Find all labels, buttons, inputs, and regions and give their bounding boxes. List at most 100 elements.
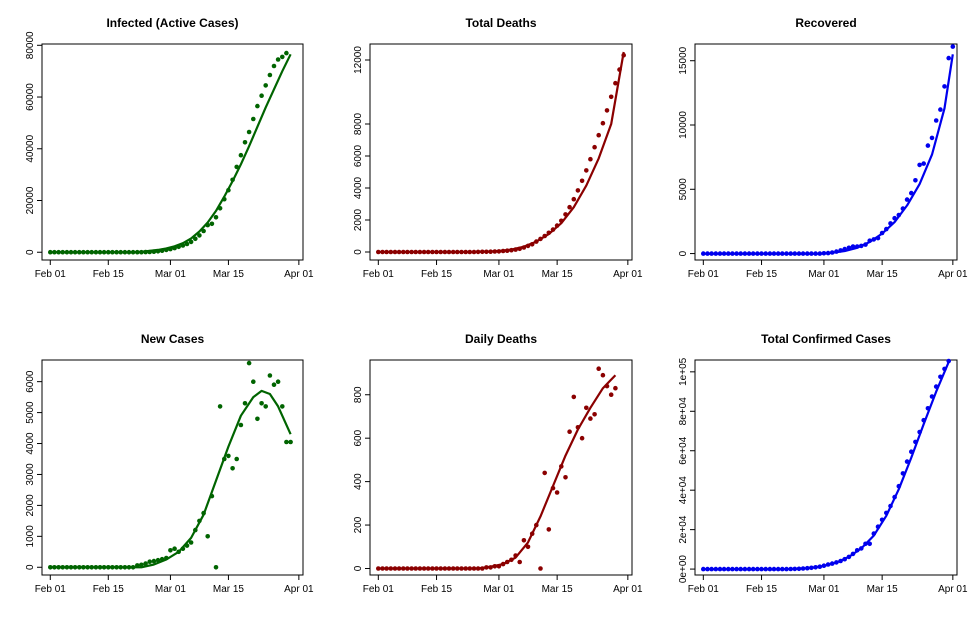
x-tick-label: Feb 15 <box>746 584 778 595</box>
y-tick-label: 5000 <box>25 401 36 424</box>
data-point <box>800 251 806 256</box>
data-point <box>205 534 210 539</box>
data-point <box>925 406 931 411</box>
y-tick-label: 4000 <box>353 176 364 199</box>
data-point <box>892 494 897 500</box>
data-point <box>238 422 244 428</box>
data-point <box>942 84 947 89</box>
data-point <box>209 221 215 227</box>
x-tick-label: Mar 01 <box>483 584 515 595</box>
data-point <box>500 561 506 567</box>
fitted-curve <box>378 374 617 570</box>
data-point <box>730 566 735 572</box>
data-point <box>796 251 802 256</box>
data-point <box>392 249 398 255</box>
data-point <box>879 230 885 236</box>
data-point <box>151 558 157 564</box>
data-point <box>255 103 260 109</box>
data-point <box>717 251 723 256</box>
data-point <box>280 404 285 409</box>
data-point <box>106 565 111 570</box>
data-point <box>434 249 439 255</box>
data-point <box>450 249 456 255</box>
data-point <box>734 251 739 256</box>
y-tick-label: 8e+04 <box>678 397 689 426</box>
data-point <box>467 566 473 571</box>
data-point <box>284 439 289 445</box>
data-point <box>771 251 777 256</box>
data-point <box>850 244 856 249</box>
data-point <box>180 546 186 551</box>
data-point <box>384 249 389 255</box>
data-point <box>48 565 53 570</box>
data-point <box>913 178 918 183</box>
data-point <box>446 249 452 255</box>
data-point <box>147 559 152 564</box>
data-point <box>409 566 414 571</box>
data-point <box>72 565 78 570</box>
data-point <box>114 565 119 570</box>
data-point <box>68 249 74 255</box>
data-point <box>251 116 256 122</box>
plot-frame <box>369 43 633 261</box>
data-point <box>608 94 614 100</box>
fitted-curve <box>50 389 292 569</box>
data-point <box>459 566 464 571</box>
data-point <box>52 565 57 570</box>
data-point <box>409 249 414 255</box>
data-point <box>97 249 103 255</box>
data-point <box>884 226 889 232</box>
x-tick-label: Mar 15 <box>213 584 245 595</box>
data-point <box>72 249 78 255</box>
y-tick-label: 80000 <box>25 31 36 59</box>
x-tick-label: Feb 01 <box>363 269 395 280</box>
data-point <box>913 439 918 445</box>
data-point <box>738 251 743 256</box>
y-tick-label: 60000 <box>25 83 36 111</box>
data-point <box>888 221 893 226</box>
data-point <box>77 565 82 570</box>
y-tick-label: 15000 <box>678 46 689 74</box>
data-point <box>60 565 65 570</box>
chart-panel-5: Daily Deaths Feb 01 Feb 15 Mar 01 Mar 15 Apr … <box>353 332 643 595</box>
data-point <box>563 475 568 480</box>
data-point <box>172 245 177 251</box>
data-point <box>705 566 710 572</box>
data-point <box>405 566 410 571</box>
data-point <box>176 549 181 555</box>
data-point <box>417 249 423 255</box>
y-tick-label: 3000 <box>25 463 36 486</box>
data-point <box>193 527 198 533</box>
data-point <box>106 249 111 255</box>
data-point <box>288 439 293 445</box>
data-point <box>900 206 906 211</box>
data-point <box>713 566 719 572</box>
data-point <box>575 425 581 430</box>
data-point <box>201 510 206 516</box>
data-point <box>767 251 773 256</box>
x-tick-label: Apr 01 <box>284 584 314 595</box>
y-tick-label: 12000 <box>353 46 364 74</box>
x-tick-label: Feb 01 <box>35 584 67 595</box>
data-point <box>122 565 128 570</box>
data-point <box>525 243 531 249</box>
data-point <box>263 404 269 409</box>
data-point <box>604 108 610 113</box>
data-point <box>750 251 756 256</box>
y-tick-label: 40000 <box>25 134 36 162</box>
data-point <box>701 251 706 256</box>
x-tick-label: Mar 15 <box>213 269 245 280</box>
data-point <box>455 249 460 255</box>
fitted-curve <box>703 54 954 255</box>
data-point <box>118 249 123 255</box>
data-point <box>230 177 235 183</box>
data-point <box>559 218 564 224</box>
plot-frame <box>694 43 958 261</box>
data-point <box>230 466 235 471</box>
data-point <box>554 490 560 495</box>
data-point <box>284 50 289 56</box>
data-point <box>775 566 781 572</box>
data-point <box>164 247 169 253</box>
data-point <box>251 379 256 385</box>
data-point <box>529 242 535 247</box>
